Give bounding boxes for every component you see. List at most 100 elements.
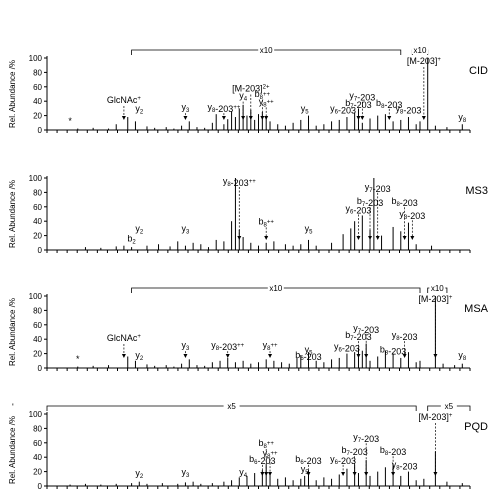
peak-label-part: 5 <box>309 230 313 236</box>
peak-label-part: 2 <box>140 474 144 480</box>
peak-leader-arrow <box>375 236 380 240</box>
peak-label-part: y <box>263 340 268 350</box>
peak-label-part: y <box>392 460 397 470</box>
peak-label-part: 2+ <box>263 84 270 90</box>
peak-leader-arrow <box>260 116 265 120</box>
peak-label-part: ++ <box>270 451 278 457</box>
y-tick-label: 0 <box>38 126 43 135</box>
peak-label-part: 7 <box>354 97 358 103</box>
peak-label: b7-203 <box>357 196 383 208</box>
peak-label-part: b <box>259 216 264 226</box>
peak-label: y8-203++ <box>223 176 256 188</box>
peak-label-part: y <box>135 468 140 478</box>
peak-label-part: 6 <box>335 460 339 466</box>
panel-msa: 0 20 40 60 80 100 Rel. Abundance /% MSA x10 x10 * G… <box>8 283 489 373</box>
peak-label: b8-203 <box>376 98 402 110</box>
y-tick-label: 100 <box>29 54 43 63</box>
peak-label-part: -203 <box>357 93 375 103</box>
peak-label-part: 2 <box>132 240 136 246</box>
peak-label-part: 3 <box>186 230 190 236</box>
y-tick-label: 100 <box>29 410 43 419</box>
peak-leader-arrow <box>360 116 365 120</box>
peak-label-part: y <box>349 91 354 101</box>
zoom-bracket-label-bg <box>267 283 284 292</box>
peak-leader-arrow <box>391 472 396 476</box>
peak-label-part: -203 <box>350 447 368 457</box>
peak-label-part: ++ <box>233 105 241 111</box>
peak-label-part: -203 <box>403 106 421 116</box>
y-tick-label: 100 <box>29 292 43 301</box>
peak-leader-arrow <box>368 236 373 240</box>
peak-label: y7-203 <box>349 91 375 103</box>
peak-label-part: [M-203] <box>418 412 449 422</box>
peak-label-part: 2 <box>140 230 144 236</box>
peak-label-part: -203 <box>354 332 372 342</box>
peak-label-part: 5 <box>309 350 313 356</box>
peak-label: y8-203 <box>396 104 422 116</box>
peak-label-part: [M-203] <box>232 83 263 93</box>
peak-label-part: 8 <box>404 215 408 221</box>
y-tick-label: 100 <box>29 174 43 183</box>
peak-label: b8-203 <box>391 196 417 208</box>
peak-label-part: y <box>207 102 212 112</box>
peak-label: y5 <box>301 104 310 116</box>
peak-label-part: y <box>458 350 463 360</box>
peak-label-part: -203 <box>400 332 418 342</box>
peak-label: y8++ <box>263 340 278 352</box>
panel-title: MS3 <box>465 185 488 197</box>
peak-label-part: b <box>259 438 264 448</box>
peak-label-part: y <box>135 224 140 234</box>
peak-leader-arrow <box>121 354 126 358</box>
y-tick-label: 0 <box>38 364 43 373</box>
peak-leader-arrow <box>352 472 357 476</box>
peak-label-part: -203 <box>361 325 379 335</box>
peak-label-part: 8 <box>263 102 267 108</box>
peak-leader-arrow <box>387 116 392 120</box>
peak-leader-arrow <box>260 472 265 476</box>
peak-label: y3 <box>182 340 191 352</box>
peak-leader-arrow <box>183 354 188 358</box>
y-tick-label: 40 <box>33 335 42 344</box>
peak-leader-arrow <box>341 472 346 476</box>
peak-label-part: y <box>392 330 397 340</box>
peak-label-part: 4 <box>244 97 248 103</box>
peak-marker: * <box>68 116 72 126</box>
peak-label: GlcNAc+ <box>107 95 142 105</box>
peak-label-part: y <box>334 342 339 352</box>
peak-label-part: + <box>449 295 453 301</box>
peak-label-part: GlcNAc <box>107 333 138 343</box>
peak-label: y8++ <box>259 96 274 108</box>
peak-label-part: b <box>341 445 346 455</box>
panel-title: MSA <box>464 303 489 315</box>
peak-label-part: -203 <box>384 100 402 110</box>
peak-leader-arrow <box>237 236 242 240</box>
peak-label-part: 8 <box>267 346 271 352</box>
peak-label-part: b <box>255 89 260 99</box>
peak-leader-arrow <box>421 116 426 120</box>
peak-label-part: 8 <box>212 108 216 114</box>
peak-label-part: y <box>301 104 306 114</box>
peak-label-part: -203 <box>400 198 418 208</box>
peak-label-part: 8 <box>260 95 264 101</box>
peak-leader-arrow <box>121 116 126 120</box>
y-tick-label: 20 <box>33 350 42 359</box>
peak-leader-arrow <box>364 354 369 358</box>
peak-label-part: ++ <box>267 99 275 105</box>
peak-leader-arrow <box>433 354 438 358</box>
peak-label-part: y <box>223 176 228 186</box>
peak-label: b7-203 <box>341 445 367 457</box>
peak-label-part: y <box>259 96 264 106</box>
peak-label: y6-203 <box>334 342 360 354</box>
y-tick-label: 0 <box>38 246 43 255</box>
peak-label: y5 <box>305 224 314 236</box>
peak-label-part: y <box>346 203 351 213</box>
peak-leader-arrow <box>402 354 407 358</box>
peak-label: y8-203 <box>392 330 418 342</box>
peak-label: b8++ <box>259 216 275 228</box>
peak-leader-arrow <box>268 354 273 358</box>
peak-label-part: 8 <box>227 182 231 188</box>
peak-label-part: 3 <box>186 473 190 479</box>
peak-label: [M-203]2+ <box>232 83 270 93</box>
